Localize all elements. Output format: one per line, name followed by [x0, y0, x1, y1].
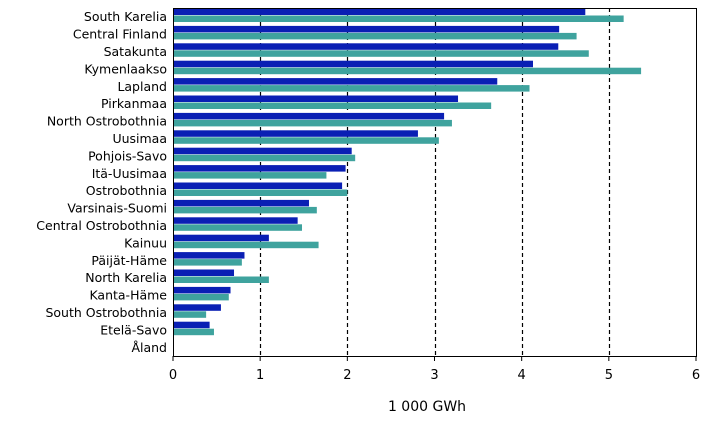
x-axis-ticks: 0 1 2 3 4 5 6 — [169, 356, 700, 383]
bar — [173, 206, 317, 214]
bars — [173, 8, 642, 336]
category-label: Ostrobothnia — [86, 183, 167, 198]
bar — [173, 304, 221, 311]
category-label: Varsinais-Suomi — [67, 201, 167, 216]
bar — [173, 95, 459, 102]
tick-label: 5 — [605, 368, 613, 383]
bar — [173, 189, 348, 196]
bar — [173, 119, 452, 127]
bar — [173, 286, 231, 294]
category-label: South Ostrobothnia — [45, 305, 167, 320]
category-label: Päijät-Häme — [91, 253, 167, 268]
tick-label: 4 — [518, 368, 526, 383]
category-label: Etelä-Savo — [100, 322, 167, 337]
bar — [173, 78, 498, 85]
bar — [173, 224, 303, 231]
bar — [173, 199, 309, 207]
category-label: North Ostrobothnia — [47, 114, 167, 129]
bar — [173, 276, 269, 283]
bar — [173, 15, 624, 22]
category-label: Pohjois-Savo — [88, 148, 167, 163]
gridlines — [259, 8, 611, 356]
bar — [173, 172, 327, 179]
category-label: Central Ostrobothnia — [36, 218, 167, 233]
tick-label: 6 — [692, 368, 700, 383]
bar — [173, 85, 530, 92]
tick-label: 1 — [256, 368, 264, 383]
bar — [173, 102, 492, 109]
category-label: Lapland — [117, 79, 167, 94]
tick-label: 2 — [343, 368, 351, 383]
tick-label: 3 — [430, 368, 438, 383]
bar — [173, 137, 439, 144]
bar — [173, 8, 586, 15]
bar — [173, 165, 346, 172]
bar — [173, 130, 418, 137]
bar — [173, 269, 235, 276]
category-label: Central Finland — [73, 27, 167, 42]
bar — [173, 154, 356, 162]
bar — [173, 321, 210, 329]
bar — [173, 241, 319, 249]
bar — [173, 25, 560, 33]
bar — [173, 112, 445, 120]
bar — [173, 252, 245, 259]
category-label: Itä-Uusimaa — [92, 166, 167, 181]
category-label: Pirkanmaa — [101, 96, 167, 111]
bar — [173, 217, 298, 224]
category-label: North Karelia — [85, 270, 167, 285]
bar — [173, 50, 589, 57]
category-label: Kymenlaakso — [84, 61, 167, 76]
x-axis-title: 1 000 GWh — [388, 399, 466, 415]
bar — [173, 147, 352, 155]
bar — [173, 60, 533, 68]
bar — [173, 43, 559, 50]
tick-label: 0 — [169, 368, 177, 383]
category-label: South Karelia — [84, 9, 167, 24]
bar — [173, 32, 577, 40]
bar — [173, 311, 207, 318]
bar — [173, 259, 242, 266]
category-label: Uusimaa — [112, 131, 167, 146]
bar — [173, 182, 343, 189]
bar — [173, 234, 269, 242]
category-label: Åland — [131, 340, 167, 355]
category-label: Satakunta — [104, 44, 167, 59]
category-label: Kainuu — [124, 235, 167, 250]
bar — [173, 328, 214, 336]
bar — [173, 293, 229, 301]
bar — [173, 67, 642, 75]
category-label: Kanta-Häme — [89, 288, 167, 303]
category-labels: South Karelia Central Finland Satakunta Kym… — [36, 9, 167, 355]
